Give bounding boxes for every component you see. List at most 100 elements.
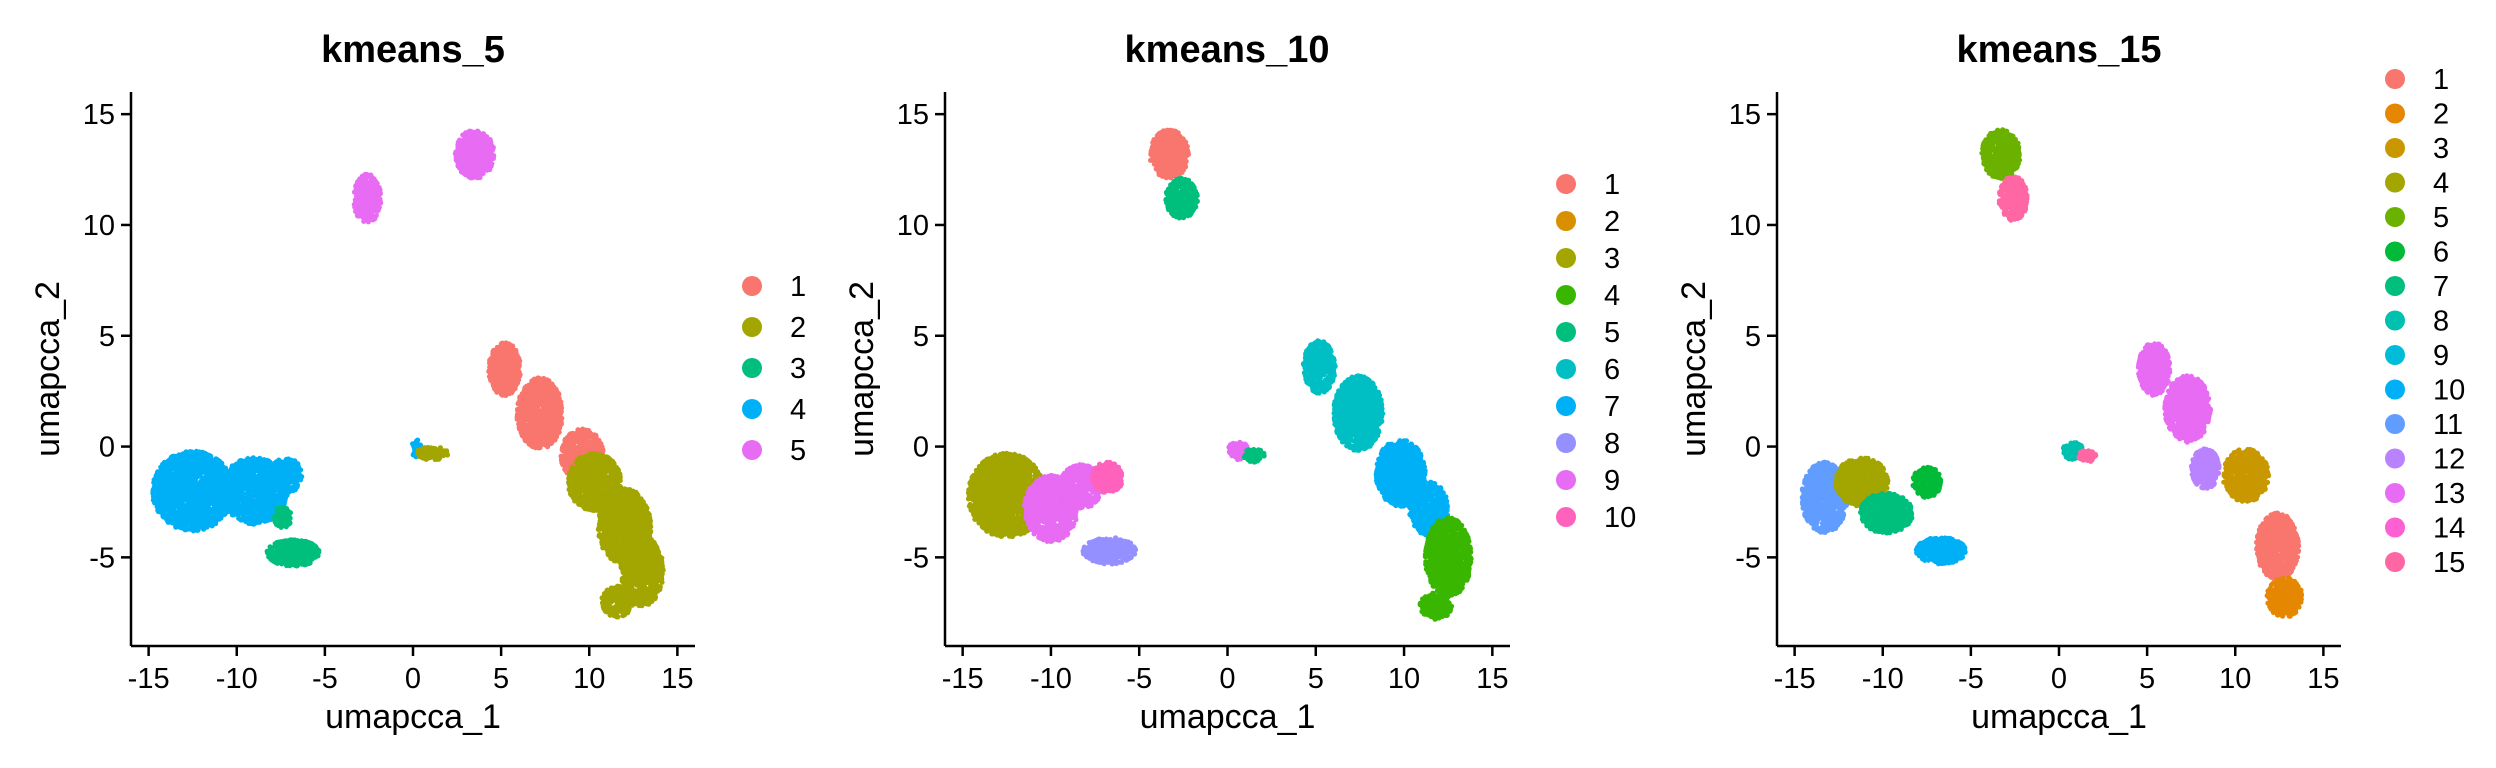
data-point <box>642 600 648 607</box>
data-point <box>609 516 615 522</box>
data-point <box>628 525 634 531</box>
data-point <box>554 428 561 434</box>
data-point <box>634 526 640 532</box>
data-point <box>577 448 584 454</box>
data-point <box>472 164 478 170</box>
data-point <box>570 437 576 443</box>
data-point <box>615 466 621 473</box>
data-point <box>467 155 473 162</box>
data-point <box>470 134 476 140</box>
data-point <box>477 160 483 166</box>
data-point <box>592 500 598 506</box>
data-point <box>576 460 582 467</box>
data-point <box>559 447 565 453</box>
data-point <box>492 365 498 372</box>
data-point <box>617 538 623 545</box>
data-point <box>619 512 625 518</box>
data-point <box>625 556 631 562</box>
data-point <box>628 539 634 545</box>
data-point <box>372 205 378 211</box>
data-point <box>625 519 631 526</box>
data-point <box>612 511 619 517</box>
data-point <box>628 492 634 499</box>
data-point <box>612 481 619 487</box>
data-point <box>620 568 626 574</box>
data-point <box>571 488 577 494</box>
data-point <box>351 189 358 195</box>
data-point <box>652 586 659 593</box>
data-point <box>550 386 557 392</box>
data-point <box>640 526 646 532</box>
data-point <box>650 562 657 569</box>
data-point <box>542 380 548 386</box>
data-point <box>614 545 620 551</box>
data-point <box>468 162 474 168</box>
data-point <box>625 561 632 567</box>
data-point <box>544 428 551 435</box>
data-point <box>599 465 605 471</box>
data-point <box>648 528 654 535</box>
data-point <box>363 197 369 203</box>
data-point <box>359 176 365 182</box>
data-point <box>566 450 572 456</box>
data-point <box>547 438 553 445</box>
data-point <box>562 436 568 442</box>
data-point <box>366 174 372 180</box>
data-point <box>644 577 650 584</box>
data-point <box>533 429 539 435</box>
data-point <box>462 171 468 177</box>
data-point <box>584 430 590 436</box>
data-point <box>526 424 533 430</box>
data-point <box>589 471 595 478</box>
data-point <box>648 537 655 543</box>
data-point <box>596 525 602 531</box>
data-point <box>490 349 496 355</box>
data-point <box>599 541 605 547</box>
data-point <box>541 414 547 420</box>
data-point <box>487 160 494 166</box>
data-point <box>554 398 561 404</box>
data-point <box>491 381 497 387</box>
data-point <box>568 479 575 485</box>
data-point <box>635 520 641 527</box>
data-point <box>533 435 539 441</box>
data-point <box>637 545 643 552</box>
data-point <box>487 373 493 380</box>
data-point <box>585 499 591 505</box>
data-point <box>648 595 654 601</box>
data-point <box>592 458 598 464</box>
data-point <box>471 173 477 179</box>
data-point <box>644 572 650 578</box>
kmeans-5-panel: kmeans_5-15 -10 -5 0 5 10 15-5051015umapcca_1u… <box>29 29 806 736</box>
data-point <box>577 436 583 442</box>
data-point <box>576 473 582 479</box>
data-point <box>616 526 622 532</box>
data-point <box>603 526 610 532</box>
data-point <box>633 572 640 578</box>
data-point <box>512 373 518 379</box>
data-point <box>480 167 486 174</box>
data-point <box>628 579 634 585</box>
data-point <box>482 147 489 153</box>
data-point <box>464 167 470 173</box>
data-point <box>454 152 460 158</box>
data-point <box>556 412 562 418</box>
data-point <box>583 444 589 450</box>
data-point <box>582 485 588 491</box>
data-point <box>518 410 524 416</box>
data-point <box>599 506 605 513</box>
data-point <box>633 507 639 513</box>
data-point <box>361 184 368 190</box>
data-point <box>632 546 638 552</box>
data-point <box>507 379 513 385</box>
data-point <box>511 381 518 387</box>
data-point <box>594 441 600 447</box>
data-point <box>612 505 618 511</box>
data-point <box>575 493 581 499</box>
data-point <box>514 415 521 421</box>
data-point <box>545 398 551 404</box>
data-point <box>493 359 499 365</box>
data-point <box>638 502 644 508</box>
data-point <box>658 566 664 572</box>
data-point <box>632 491 639 497</box>
